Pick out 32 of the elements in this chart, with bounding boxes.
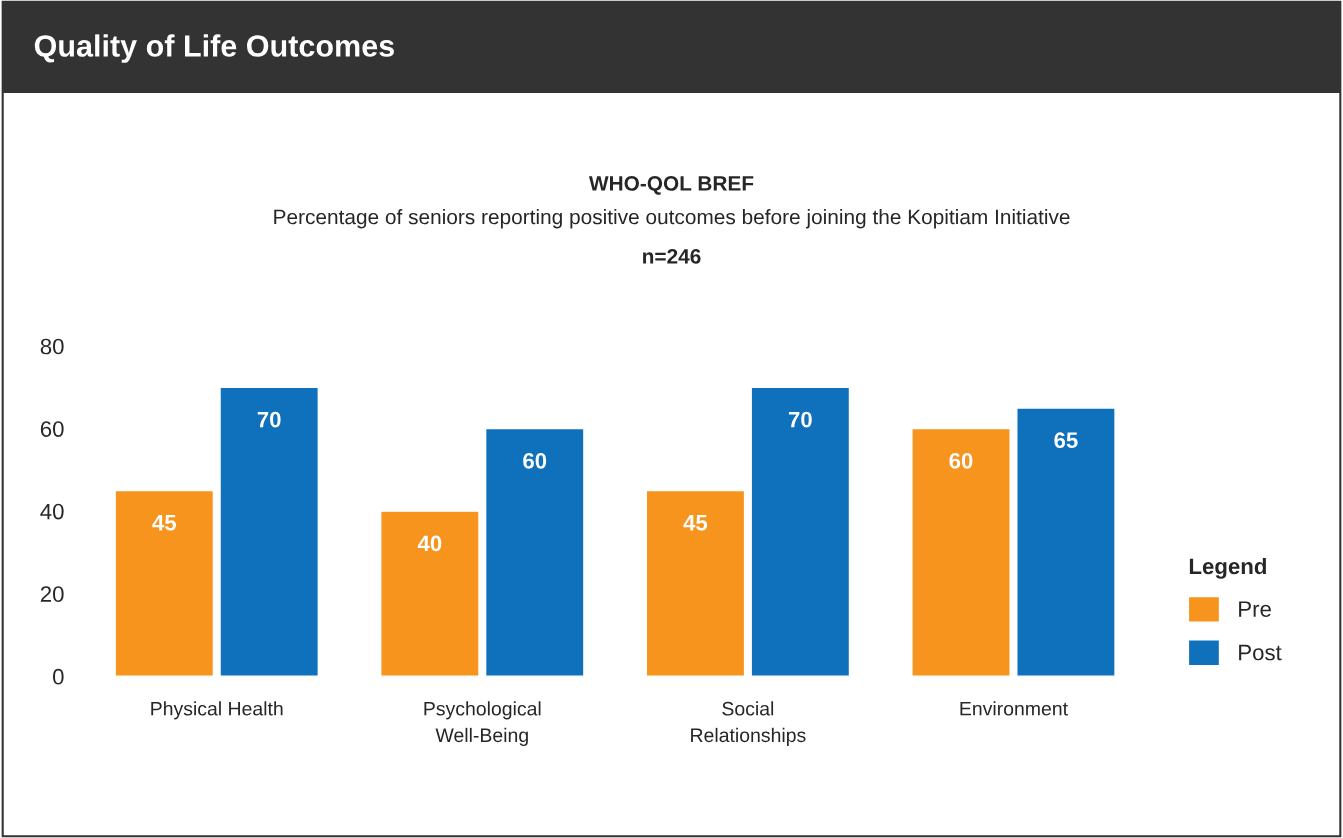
y-tick-label: 60 — [40, 421, 64, 437]
y-tick-label: 40 — [40, 503, 64, 520]
bar — [380, 510, 480, 677]
data-label: 70 — [788, 411, 812, 428]
y-tick-label: 0 — [53, 668, 64, 685]
y-tick-label: 20 — [40, 586, 64, 602]
data-label: 45 — [152, 515, 177, 531]
data-label: 70 — [257, 411, 281, 428]
data-label: 45 — [683, 515, 708, 531]
x-tick-label: Physical Health — [151, 701, 283, 720]
x-tick-label: Social Relationships — [691, 701, 806, 746]
bar — [1016, 407, 1116, 677]
bar — [645, 489, 746, 677]
text: Percentage of seniors reporting positive outcomes before joining the Kopitiam Initiative — [274, 209, 1070, 229]
chart-subtitle: WHO-QOL BREF — [588, 176, 754, 195]
bar — [484, 427, 585, 677]
data-label: 65 — [1054, 432, 1078, 449]
bar — [219, 386, 320, 677]
bar — [750, 386, 851, 677]
legend-label: Post — [1239, 644, 1282, 661]
bar — [114, 489, 215, 677]
text: n=246 — [643, 248, 701, 264]
chart-title: Quality of Life Outcomes — [34, 34, 394, 63]
data-label: 60 — [523, 452, 547, 469]
legend-label: Pre — [1239, 601, 1271, 617]
data-label: 60 — [949, 452, 973, 469]
x-tick-label: Environment — [960, 701, 1068, 716]
data-label: 40 — [417, 535, 442, 552]
legend-title: Legend — [1189, 557, 1266, 579]
x-tick-label: Psychological Well-Being — [424, 701, 541, 746]
y-tick-label: 80 — [40, 338, 64, 355]
bar — [911, 427, 1011, 677]
